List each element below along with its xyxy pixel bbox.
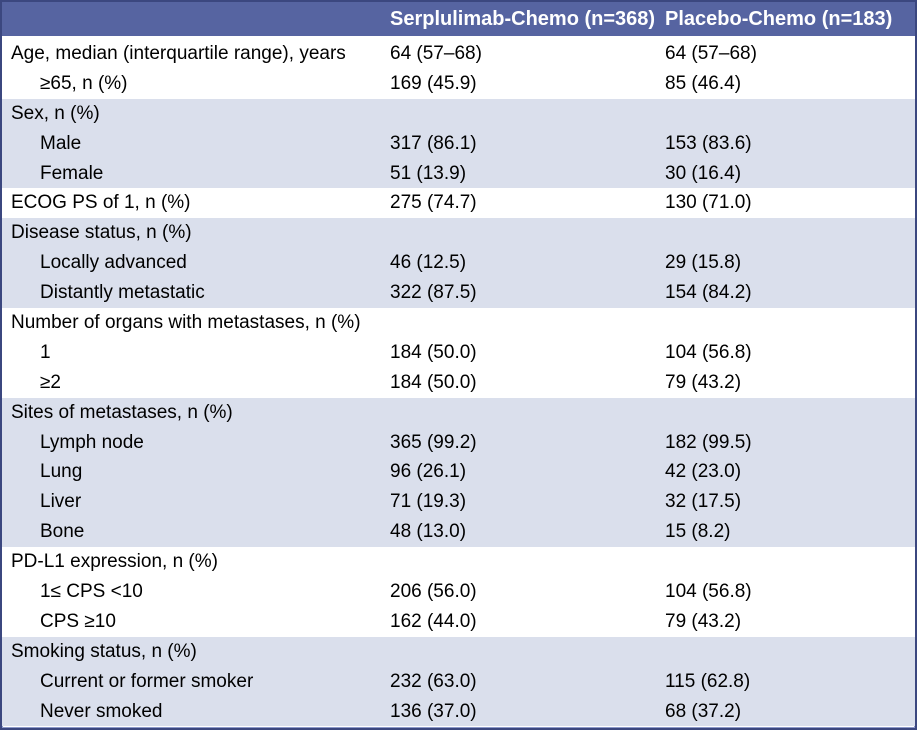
table-row: Bone 48 (13.0) 15 (8.2) (2, 517, 915, 548)
value-placebo-chemo (657, 637, 915, 667)
table-row: ≥2 184 (50.0) 79 (43.2) (2, 367, 915, 398)
table-row: Age, median (interquartile range), years… (2, 37, 915, 69)
row-label: 1≤ CPS <10 (40, 580, 143, 602)
value-serplulimab-chemo (382, 308, 657, 338)
value-serplulimab-chemo: 184 (50.0) (390, 341, 477, 363)
row-label: Number of organs with metastases, n (%) (11, 311, 361, 333)
value-placebo-chemo: 104 (56.8) (665, 341, 752, 363)
table-row: Lung 96 (26.1) 42 (23.0) (2, 457, 915, 488)
value-placebo-chemo (657, 398, 915, 428)
value-placebo-chemo: 104 (56.8) (665, 580, 752, 602)
value-placebo-chemo: 32 (17.5) (665, 491, 742, 513)
table-row: Sex, n (%) (2, 98, 915, 129)
value-placebo-chemo (657, 308, 915, 338)
row-label: ECOG PS of 1, n (%) (11, 192, 191, 214)
table-row: Smoking status, n (%) (2, 636, 915, 667)
row-label: Distantly metastatic (40, 282, 205, 304)
table-row: Female 51 (13.9) 30 (16.4) (2, 158, 915, 189)
value-placebo-chemo: 79 (43.2) (665, 610, 742, 632)
value-serplulimab-chemo: 232 (63.0) (390, 670, 477, 692)
row-label: Bone (40, 521, 85, 543)
row-label: Locally advanced (40, 252, 187, 274)
value-serplulimab-chemo: 64 (57–68) (390, 42, 482, 64)
value-serplulimab-chemo: 96 (26.1) (390, 461, 467, 483)
table-row: Never smoked 136 (37.0) 68 (37.2) (2, 696, 915, 727)
table-row: ≥65, n (%) 169 (45.9) 85 (46.4) (2, 68, 915, 99)
table-row: Current or former smoker 232 (63.0) 115 … (2, 666, 915, 697)
value-placebo-chemo (657, 218, 915, 248)
header-serplulimab-chemo: Serplulimab-Chemo (n=368) (382, 2, 657, 39)
table-row: Liver 71 (19.3) 32 (17.5) (2, 487, 915, 518)
value-placebo-chemo: 68 (37.2) (665, 700, 742, 722)
value-placebo-chemo: 29 (15.8) (665, 252, 742, 274)
value-serplulimab-chemo: 51 (13.9) (390, 162, 467, 184)
value-placebo-chemo (657, 99, 915, 129)
header-empty-cell (2, 2, 382, 39)
table-row: Number of organs with metastases, n (%) (2, 308, 915, 338)
row-label: Current or former smoker (40, 670, 254, 692)
value-serplulimab-chemo: 317 (86.1) (390, 132, 477, 154)
value-placebo-chemo: 130 (71.0) (665, 192, 752, 214)
value-serplulimab-chemo: 275 (74.7) (390, 192, 477, 214)
table-row: PD-L1 expression, n (%) (2, 547, 915, 578)
header-placebo-chemo: Placebo-Chemo (n=183) (657, 2, 915, 39)
row-label: PD-L1 expression, n (%) (11, 551, 218, 573)
table-row: Disease status, n (%) (2, 218, 915, 249)
value-serplulimab-chemo: 206 (56.0) (390, 580, 477, 602)
table-row: Distantly metastatic 322 (87.5) 154 (84.… (2, 278, 915, 309)
value-placebo-chemo: 153 (83.6) (665, 132, 752, 154)
row-label: ≥65, n (%) (40, 72, 128, 94)
row-label: Female (40, 162, 104, 184)
row-label: ≥2 (40, 371, 61, 393)
header-row: Serplulimab-Chemo (n=368) Placebo-Chemo … (2, 2, 915, 39)
value-serplulimab-chemo: 46 (12.5) (390, 252, 467, 274)
value-placebo-chemo: 64 (57–68) (665, 42, 757, 64)
value-serplulimab-chemo: 162 (44.0) (390, 610, 477, 632)
row-label: CPS ≥10 (40, 610, 116, 632)
value-placebo-chemo: 79 (43.2) (665, 371, 742, 393)
table-row: 1 184 (50.0) 104 (56.8) (2, 337, 915, 368)
row-label: Never smoked (40, 700, 163, 722)
value-serplulimab-chemo (382, 637, 657, 667)
row-label: Lymph node (40, 431, 144, 453)
value-serplulimab-chemo: 136 (37.0) (390, 700, 477, 722)
value-serplulimab-chemo: 365 (99.2) (390, 431, 477, 453)
table-row: 1≤ CPS <10 206 (56.0) 104 (56.8) (2, 577, 915, 607)
table-row: Lymph node 365 (99.2) 182 (99.5) (2, 427, 915, 458)
value-placebo-chemo: 42 (23.0) (665, 461, 742, 483)
table-row: Sites of metastases, n (%) (2, 397, 915, 428)
value-placebo-chemo: 115 (62.8) (665, 670, 751, 692)
row-label: Age, median (interquartile range), years (11, 42, 346, 64)
value-serplulimab-chemo (382, 218, 657, 248)
value-serplulimab-chemo: 169 (45.9) (390, 72, 477, 94)
row-label: Male (40, 132, 82, 154)
table-row: Locally advanced 46 (12.5) 29 (15.8) (2, 248, 915, 279)
row-label: Lung (40, 461, 83, 483)
value-serplulimab-chemo (382, 547, 657, 577)
value-serplulimab-chemo (382, 398, 657, 428)
value-serplulimab-chemo: 184 (50.0) (390, 371, 477, 393)
value-serplulimab-chemo: 48 (13.0) (390, 521, 467, 543)
table-row: ECOG PS of 1, n (%) 275 (74.7) 130 (71.0… (2, 188, 915, 219)
table-row: Male 317 (86.1) 153 (83.6) (2, 128, 915, 159)
row-label: Disease status, n (%) (11, 222, 192, 244)
row-label: Liver (40, 491, 82, 513)
value-placebo-chemo: 30 (16.4) (665, 162, 742, 184)
row-label: Sites of metastases, n (%) (11, 401, 233, 423)
value-placebo-chemo: 182 (99.5) (665, 431, 752, 453)
table-body: Age, median (interquartile range), years… (2, 37, 915, 727)
value-serplulimab-chemo: 322 (87.5) (390, 282, 477, 304)
value-serplulimab-chemo: 71 (19.3) (390, 491, 467, 513)
value-serplulimab-chemo (382, 99, 657, 129)
row-label: 1 (40, 341, 51, 363)
value-placebo-chemo (657, 547, 915, 577)
value-placebo-chemo: 15 (8.2) (665, 521, 731, 543)
row-label: Smoking status, n (%) (11, 640, 197, 662)
row-label: Sex, n (%) (11, 102, 100, 124)
value-placebo-chemo: 154 (84.2) (665, 282, 752, 304)
value-placebo-chemo: 85 (46.4) (665, 72, 742, 94)
table-row: CPS ≥10 162 (44.0) 79 (43.2) (2, 606, 915, 637)
